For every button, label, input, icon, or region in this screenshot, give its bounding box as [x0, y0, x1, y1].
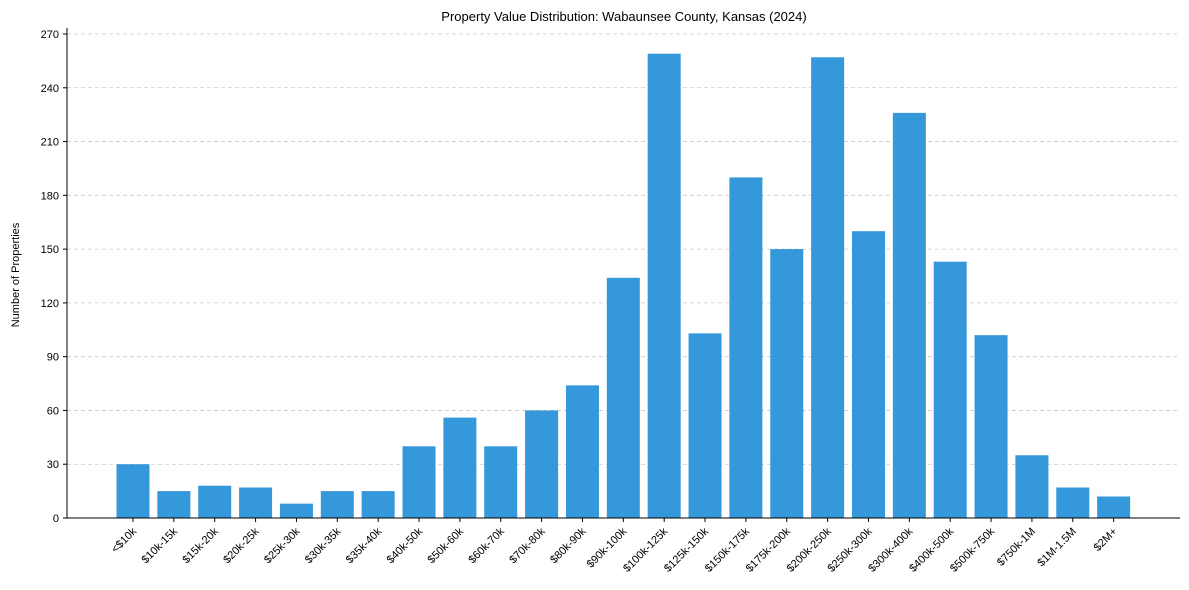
x-tick-label: $60k-70k: [466, 525, 507, 566]
x-tick-label: $750k-1M: [995, 526, 1038, 569]
y-tick-label: 150: [41, 244, 59, 256]
x-tick-label: $15k-20k: [180, 525, 221, 566]
bar: [402, 446, 436, 518]
bar: [279, 503, 313, 518]
bar: [361, 491, 395, 518]
bar: [525, 410, 559, 518]
y-tick-label: 0: [53, 513, 59, 525]
gridlines: [67, 33, 1180, 465]
bar: [770, 249, 804, 518]
bars: [116, 53, 1131, 519]
x-tick-label: $10k-15k: [139, 525, 180, 566]
y-tick-label: 60: [47, 405, 59, 417]
bar: [320, 491, 354, 518]
bar: [606, 277, 640, 518]
bar: [484, 446, 518, 518]
bar: [1056, 487, 1090, 518]
x-tick-label: $25k-30k: [262, 525, 303, 566]
x-tick-label: $50k-60k: [426, 525, 467, 566]
y-tick-label: 180: [41, 190, 59, 202]
x-tick-label: $30k-35k: [303, 525, 344, 566]
bar: [1015, 455, 1049, 518]
x-tick-label: $20k-25k: [221, 525, 262, 566]
bar: [811, 57, 845, 518]
bar: [974, 335, 1008, 518]
x-tick-label: $1M-1.5M: [1035, 526, 1079, 570]
bar: [688, 333, 722, 518]
x-tick-label: <$10k: [109, 525, 139, 555]
x-tick-label: $70k-80k: [507, 525, 548, 566]
y-axis-label: Number of Properties: [10, 222, 22, 327]
x-tick-label: $2M+: [1092, 526, 1120, 554]
x-tick-label: $35k-40k: [344, 525, 385, 566]
y-tick-label: 240: [41, 83, 59, 95]
bar: [565, 385, 599, 518]
x-tick-label: $40k-50k: [385, 525, 426, 566]
y-tick-label: 210: [41, 137, 59, 149]
bar: [933, 261, 967, 518]
bar: [443, 417, 477, 518]
y-tick-label: 90: [47, 352, 59, 364]
y-tick-label: 120: [41, 298, 59, 310]
bar: [1097, 496, 1131, 518]
y-tick-label: 270: [41, 29, 59, 41]
bar: [892, 112, 926, 518]
bar: [198, 485, 232, 518]
y-axis-ticks: 0 30 60 90 120 150 180 210 240 270: [41, 29, 67, 525]
bar: [851, 231, 885, 518]
bar: [239, 487, 273, 518]
x-tick-label: $80k-90k: [548, 525, 589, 566]
chart-title: Property Value Distribution: Wabaunsee C…: [441, 9, 806, 24]
x-tick-label: $500k-750k: [948, 525, 997, 574]
bar: [157, 491, 191, 518]
bar: [116, 464, 150, 518]
x-axis-ticks: <$10k $10k-15k $15k-20k $20k-25k $25k-30k $30…: [109, 518, 1120, 575]
bar: [647, 53, 681, 519]
y-tick-label: 30: [47, 459, 59, 471]
bar: [729, 177, 763, 518]
